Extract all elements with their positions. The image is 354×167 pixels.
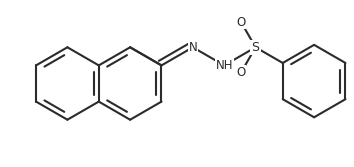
Text: N: N <box>188 41 197 54</box>
Text: O: O <box>236 66 246 79</box>
Text: O: O <box>236 16 246 29</box>
Text: NH: NH <box>216 59 233 72</box>
Text: S: S <box>252 41 259 54</box>
